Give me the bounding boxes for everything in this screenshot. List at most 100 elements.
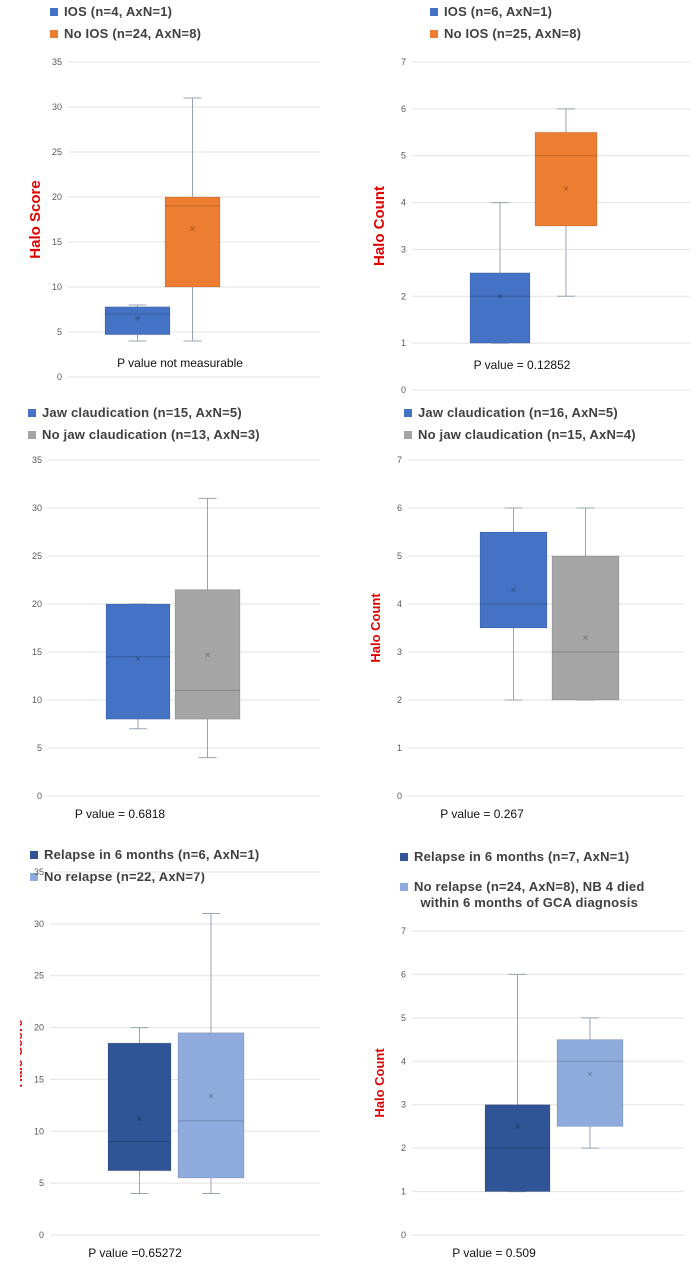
box-iqr [484, 1104, 551, 1193]
legend-swatch [30, 873, 38, 881]
legend-entry: Relapse in 6 months (n=6, AxN=1) [30, 847, 259, 869]
y-tick-label: 7 [401, 57, 406, 67]
box-iqr [105, 603, 171, 720]
mean-marker [587, 1071, 593, 1077]
legend-label: Jaw claudication (n=15, AxN=5) [42, 405, 242, 420]
legend-label: Relapse in 6 months (n=7, AxN=1) [414, 849, 630, 864]
y-tick-label: 0 [397, 791, 402, 801]
mean-marker [135, 656, 141, 662]
p-value-label: P value = 0.509 [452, 1246, 536, 1260]
y-tick-label: 2 [397, 695, 402, 705]
legend-entry: No relapse (n=22, AxN=7) [30, 869, 259, 891]
p-value-label: P value not measurable [117, 356, 243, 370]
legend-swatch [30, 851, 38, 859]
y-tick-label: 5 [57, 327, 62, 337]
y-tick-label: 35 [32, 455, 42, 465]
chart-legend: Jaw claudication (n=15, AxN=5) No jaw cl… [28, 405, 260, 449]
box-plot: 0 5 10 15 20 25 30 35 Halo Score P value not meas… [27, 57, 320, 382]
p-value-label: P value = 0.12852 [474, 358, 571, 372]
p-value-label: P value = 0.267 [440, 807, 524, 821]
y-tick-label: 3 [401, 1100, 406, 1110]
legend-label: No jaw claudication (n=15, AxN=4) [418, 427, 636, 442]
y-tick-label: 6 [401, 104, 406, 114]
box-iqr [107, 1042, 172, 1172]
y-tick-label: 1 [397, 743, 402, 753]
p-value-label: P value =0.65272 [88, 1246, 182, 1260]
y-tick-label: 1 [401, 338, 406, 348]
legend-swatch [400, 853, 408, 861]
y-tick-label: 5 [39, 1178, 44, 1188]
mean-marker [583, 635, 588, 640]
box-plot: 0 1 2 3 4 5 6 7 Halo Count P value = 0.12852 [371, 57, 690, 395]
box-plot: 0 1 2 3 4 5 6 7 Halo Count P value = 0.267 [368, 455, 684, 821]
box-1 [484, 973, 551, 1193]
legend-entry: No IOS (n=24, AxN=8) [50, 26, 201, 48]
y-tick-label: 3 [401, 244, 406, 254]
y-tick-label: 15 [32, 647, 42, 657]
y-tick-label: 10 [52, 282, 62, 292]
chart-panel-jaw-halo-count: Jaw claudication (n=16, AxN=5) No jaw cl… [352, 405, 692, 835]
y-tick-label: 10 [32, 695, 42, 705]
box-plot: 0 5 10 15 20 25 30 35 Halo Score P value =0.65272 [20, 867, 320, 1260]
chart-legend: Relapse in 6 months (n=7, AxN=1) No rela… [400, 849, 644, 913]
chart-legend: Relapse in 6 months (n=6, AxN=1) No rela… [30, 847, 259, 891]
legend-swatch [404, 431, 412, 439]
legend-label: Relapse in 6 months (n=6, AxN=1) [44, 847, 260, 862]
y-axis-label: Halo Count [371, 186, 388, 266]
chart-legend: IOS (n=4, AxN=1) No IOS (n=24, AxN=8) [50, 4, 201, 48]
legend-label: IOS (n=4, AxN=1) [64, 4, 173, 19]
box-2 [551, 507, 620, 701]
y-tick-label: 0 [57, 372, 62, 382]
mean-marker [137, 1116, 142, 1122]
legend-swatch [28, 431, 36, 439]
y-tick-label: 1 [401, 1187, 406, 1197]
box-iqr [551, 555, 620, 701]
legend-label: No jaw claudication (n=13, AxN=3) [42, 427, 260, 442]
y-axis-label: Halo Score [27, 180, 44, 258]
y-axis-label: Halo Count [372, 1048, 387, 1118]
mean-marker [515, 1124, 520, 1129]
mean-marker [205, 652, 210, 658]
y-tick-label: 0 [401, 1230, 406, 1240]
legend-swatch [50, 8, 58, 16]
y-tick-label: 20 [32, 599, 42, 609]
legend-swatch [404, 409, 412, 417]
box-2 [177, 912, 245, 1195]
chart-panel-jaw-halo-score: Jaw claudication (n=15, AxN=5) No jaw cl… [20, 405, 350, 835]
legend-swatch [400, 883, 408, 891]
box-iqr [479, 531, 548, 629]
box-1 [105, 603, 171, 730]
y-tick-label: 15 [34, 1074, 44, 1084]
box-iqr [164, 196, 221, 288]
chart-legend: IOS (n=6, AxN=1) No IOS (n=25, AxN=8) [430, 4, 581, 48]
y-tick-label: 25 [52, 147, 62, 157]
legend-entry: Jaw claudication (n=15, AxN=5) [28, 405, 260, 427]
y-tick-label: 5 [401, 1013, 406, 1023]
legend-entry: No relapse (n=24, AxN=8), NB 4 died withi… [400, 879, 644, 913]
box-iqr [469, 272, 531, 344]
legend-entry: No jaw claudication (n=15, AxN=4) [404, 427, 636, 449]
legend-label: No relapse (n=22, AxN=7) [44, 869, 206, 884]
y-tick-label: 5 [401, 151, 406, 161]
box-plot: 0 1 2 3 4 5 6 7 Halo Count P value = 0.509 [372, 926, 684, 1260]
box-iqr [174, 589, 241, 720]
legend-label: No relapse (n=24, AxN=8), NB 4 died withi… [414, 879, 644, 911]
mean-marker [208, 1093, 214, 1099]
y-tick-label: 0 [37, 791, 42, 801]
y-tick-label: 20 [34, 1023, 44, 1033]
y-tick-label: 7 [397, 455, 402, 465]
y-tick-label: 20 [52, 192, 62, 202]
chart-panel-ios-halo-score: IOS (n=4, AxN=1) No IOS (n=24, AxN=8) 0 5… [20, 4, 340, 404]
box-iqr [177, 1032, 245, 1179]
box-iqr [556, 1039, 624, 1127]
legend-entry: IOS (n=4, AxN=1) [50, 4, 201, 26]
box-iqr [104, 306, 171, 336]
y-tick-label: 35 [34, 867, 44, 877]
legend-swatch [430, 30, 438, 38]
chart-panel-ios-halo-count: IOS (n=6, AxN=1) No IOS (n=25, AxN=8) 0 1… [352, 4, 692, 404]
box-2 [174, 497, 241, 759]
legend-entry: No jaw claudication (n=13, AxN=3) [28, 427, 260, 449]
y-tick-label: 6 [401, 969, 406, 979]
y-tick-label: 10 [34, 1126, 44, 1136]
box-iqr [534, 131, 598, 227]
